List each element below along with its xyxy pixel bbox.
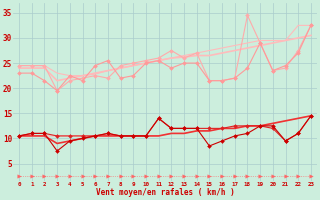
X-axis label: Vent moyen/en rafales ( km/h ): Vent moyen/en rafales ( km/h ) bbox=[96, 188, 234, 197]
